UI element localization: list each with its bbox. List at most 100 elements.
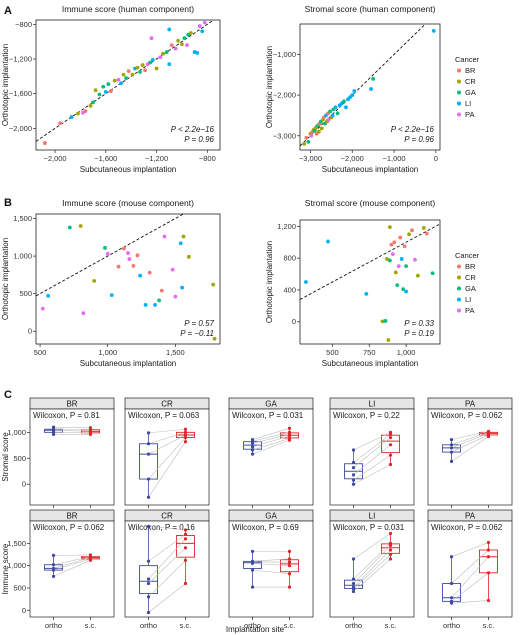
paired-line	[148, 538, 186, 580]
box-point-ortho	[146, 577, 151, 581]
data-point-cr	[154, 66, 159, 71]
box-point-ortho	[51, 563, 56, 567]
data-point-li	[119, 81, 123, 86]
box-point-ortho	[250, 438, 255, 442]
data-point-ga	[401, 287, 406, 292]
panel-label-c: C	[4, 389, 12, 401]
paired-line	[252, 432, 290, 442]
data-point-cr	[186, 254, 191, 259]
box-point-sc	[388, 541, 393, 545]
facet-frame	[228, 520, 314, 618]
data-point-br	[135, 253, 140, 258]
paired-line	[252, 563, 290, 566]
data-point-li	[46, 294, 51, 298]
plot-frame	[35, 19, 221, 151]
x-tick-label: −1,600	[94, 154, 117, 163]
box-point-sc	[388, 531, 393, 536]
box-x-axis-label: Implantation site	[226, 625, 285, 634]
box-point-ortho	[351, 581, 356, 586]
box-point-ortho	[146, 495, 151, 499]
data-point-cr	[407, 232, 411, 237]
data-point-li	[369, 87, 373, 91]
box-point-ortho	[449, 450, 454, 454]
plot-frame	[299, 219, 441, 345]
legend-swatch	[457, 90, 461, 95]
paired-line	[148, 441, 186, 498]
box-x-tick-label: s.c.	[284, 621, 296, 630]
data-point-cr	[140, 63, 145, 67]
legend-title: Cancer	[455, 55, 480, 64]
legend-swatch	[457, 308, 461, 313]
facet-frame	[124, 408, 210, 506]
box-point-sc	[388, 462, 393, 467]
rho-annotation: P = 0.96	[404, 135, 434, 144]
data-point-ga	[404, 264, 409, 269]
data-point-pa	[158, 55, 163, 60]
y-tick-label: 1,500	[13, 214, 32, 223]
identity-line	[299, 23, 426, 147]
legend-swatch	[457, 79, 461, 84]
y-tick-label: 800	[283, 254, 296, 263]
data-point-br	[108, 89, 113, 93]
legend-label: LI	[465, 295, 471, 304]
data-point-ga	[306, 139, 311, 144]
data-point-li	[180, 285, 185, 290]
panel-title: Immune score (human component)	[62, 4, 194, 14]
data-point-ga	[106, 82, 111, 87]
data-point-ga	[157, 298, 162, 303]
data-point-pa	[197, 24, 202, 28]
box-point-sc	[287, 564, 292, 568]
x-axis-label: Subcutaneous implantation	[80, 359, 177, 368]
y-tick-label: 500	[19, 289, 32, 298]
box-point-ortho	[351, 482, 356, 486]
data-point-li	[153, 303, 157, 307]
data-point-cr	[181, 234, 186, 239]
box-point-ortho	[146, 442, 151, 446]
paired-line	[148, 432, 186, 445]
box-x-tick-label: ortho	[244, 621, 261, 630]
box-point-ortho	[51, 574, 56, 578]
box-point-sc	[486, 429, 491, 433]
data-point-pa	[309, 133, 314, 138]
box-point-sc	[388, 430, 393, 434]
paired-line	[353, 434, 391, 463]
data-point-ga	[138, 70, 142, 74]
paired-line	[451, 431, 489, 440]
data-point-li	[167, 62, 172, 67]
data-point-cr	[75, 111, 80, 116]
data-point-cr	[393, 270, 398, 275]
legend-swatch	[457, 286, 461, 291]
data-point-ga	[67, 225, 72, 230]
legend-label: BR	[465, 262, 476, 271]
data-point-ga	[371, 76, 376, 81]
wilcoxon-annotation: Wilcoxon, P = 0.063	[128, 411, 200, 420]
box-x-tick-label: ortho	[45, 621, 62, 630]
box-point-ortho	[146, 477, 151, 481]
facet-strip-label: CR	[161, 400, 173, 409]
p-value-annotation: P < 2.2e−16	[171, 125, 215, 134]
facet-ga: GA Wilcoxon, P = 0.69 ortho s.c.	[228, 509, 314, 630]
x-axis-label: Subcutaneous implantation	[322, 165, 419, 174]
data-point-pa	[390, 252, 395, 257]
box-point-sc	[88, 553, 93, 557]
y-axis-label: Orthotopic implantation	[265, 241, 274, 323]
box-point-ortho	[449, 459, 454, 464]
box-y-tick-label: 1,000	[7, 561, 26, 570]
legend-swatch	[457, 101, 461, 106]
paired-line	[353, 437, 391, 468]
box-point-sc	[183, 433, 188, 437]
rho-annotation: P = −0.11	[180, 329, 214, 338]
box-point-sc	[486, 540, 491, 545]
box-x-tick-label: ortho	[140, 621, 157, 630]
box-point-sc	[287, 572, 292, 576]
box-point-sc	[287, 426, 292, 430]
paired-line	[148, 534, 186, 562]
paired-line	[353, 444, 391, 476]
data-point-br	[147, 270, 152, 275]
data-point-cr	[386, 338, 391, 342]
facet-li: LI Wilcoxon, P = 0.031 ortho s.c.	[329, 509, 415, 630]
box-point-sc	[388, 543, 393, 548]
